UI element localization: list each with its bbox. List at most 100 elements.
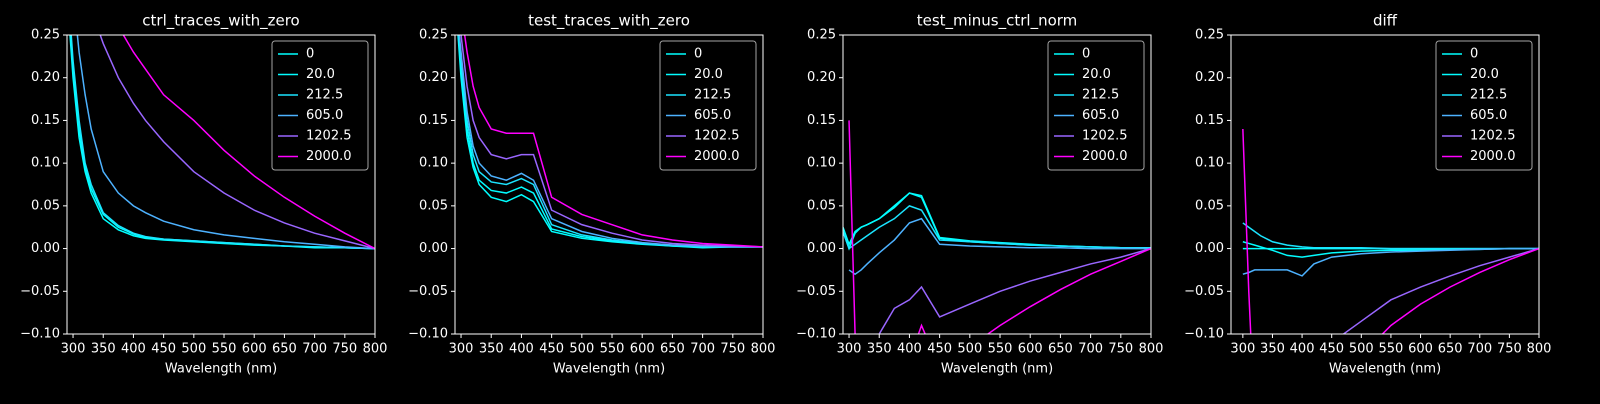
x-tick-label: 500 bbox=[181, 342, 206, 357]
subplot-title: ctrl_traces_with_zero bbox=[142, 12, 299, 31]
data-line bbox=[70, 35, 375, 250]
subplot: test_minus_ctrl_norm Wavelength (nm) 300 35… bbox=[796, 12, 1164, 377]
x-axis-label: Wavelength (nm) bbox=[165, 362, 277, 377]
x-tick-label: 700 bbox=[1467, 342, 1492, 357]
y-tick-label: −0.10 bbox=[1184, 327, 1224, 342]
x-tick-label: 350 bbox=[1260, 342, 1285, 357]
x-tick-label: 650 bbox=[1048, 342, 1073, 357]
data-line bbox=[1342, 247, 1539, 334]
x-tick-label: 550 bbox=[1379, 342, 1404, 357]
y-tick-label: 0.10 bbox=[1195, 156, 1224, 171]
x-tick-label: 350 bbox=[867, 342, 892, 357]
data-line bbox=[848, 120, 1151, 334]
x-tick-label: 450 bbox=[1319, 342, 1344, 357]
x-axis-label: Wavelength (nm) bbox=[941, 362, 1053, 377]
legend-label: 2000.0 bbox=[1470, 149, 1516, 164]
x-tick-label: 600 bbox=[242, 342, 267, 357]
x-tick-label: 700 bbox=[690, 342, 715, 357]
x-tick-label: 300 bbox=[61, 342, 86, 357]
y-tick-label: −0.10 bbox=[20, 327, 60, 342]
legend-box bbox=[1047, 40, 1145, 171]
y-tick-label: 0.20 bbox=[807, 70, 836, 85]
legend-label: 2000.0 bbox=[306, 149, 352, 164]
x-tick-label: 300 bbox=[1230, 342, 1255, 357]
x-tick-label: 400 bbox=[897, 342, 922, 357]
x-tick-label: 750 bbox=[1108, 342, 1133, 357]
subplot: ctrl_traces_with_zero Wavelength (nm) 300 3… bbox=[20, 12, 387, 377]
data-line bbox=[458, 35, 763, 248]
y-tick-label: 0.25 bbox=[419, 28, 448, 43]
y-tick-label: −0.10 bbox=[796, 327, 836, 342]
axes-frame bbox=[66, 34, 376, 335]
legend-label: 212.5 bbox=[1082, 88, 1119, 103]
legend-label: 0 bbox=[1470, 47, 1478, 62]
x-tick-label: 800 bbox=[1139, 342, 1164, 357]
x-tick-label: 600 bbox=[1408, 342, 1433, 357]
x-tick-label: 750 bbox=[720, 342, 745, 357]
axes-frame bbox=[1230, 34, 1540, 335]
legend: 0 20.0 212.5 605.0 1202.5 2000.0 bbox=[1435, 40, 1533, 171]
legend-label: 605.0 bbox=[1470, 108, 1507, 123]
y-tick-label: 0.10 bbox=[807, 156, 836, 171]
x-tick-label: 700 bbox=[302, 342, 327, 357]
legend-label: 20.0 bbox=[1470, 67, 1499, 82]
y-tick-label: 0.00 bbox=[419, 241, 448, 256]
x-tick-label: 600 bbox=[630, 342, 655, 357]
y-tick-label: 0.05 bbox=[419, 198, 448, 213]
x-tick-label: 750 bbox=[1497, 342, 1522, 357]
legend-label: 1202.5 bbox=[694, 129, 740, 144]
legend-label: 1202.5 bbox=[306, 129, 352, 144]
x-tick-label: 550 bbox=[212, 342, 237, 357]
x-tick-label: 500 bbox=[569, 342, 594, 357]
y-tick-label: 0.25 bbox=[31, 28, 60, 43]
data-line bbox=[848, 217, 1151, 276]
legend-label: 212.5 bbox=[694, 88, 731, 103]
subplot-title: test_minus_ctrl_norm bbox=[917, 12, 1078, 31]
x-axis-label: Wavelength (nm) bbox=[553, 362, 665, 377]
data-line bbox=[1242, 222, 1539, 250]
legend-label: 1202.5 bbox=[1470, 129, 1516, 144]
y-tick-label: 0.00 bbox=[807, 241, 836, 256]
data-line bbox=[122, 35, 375, 250]
x-tick-label: 750 bbox=[332, 342, 357, 357]
data-line bbox=[463, 35, 763, 248]
x-tick-label: 550 bbox=[988, 342, 1013, 357]
y-tick-label: 0.10 bbox=[31, 156, 60, 171]
subplot: test_traces_with_zero Wavelength (nm) 300 3… bbox=[408, 12, 775, 377]
y-tick-label: 0.25 bbox=[1195, 28, 1224, 43]
x-tick-label: 600 bbox=[1018, 342, 1043, 357]
y-tick-label: 0.05 bbox=[31, 198, 60, 213]
x-tick-label: 800 bbox=[1527, 342, 1552, 357]
x-tick-label: 500 bbox=[1349, 342, 1374, 357]
legend-label: 20.0 bbox=[1082, 67, 1111, 82]
legend-label: 0 bbox=[694, 47, 702, 62]
data-line bbox=[99, 35, 375, 250]
x-tick-label: 450 bbox=[539, 342, 564, 357]
legend-label: 605.0 bbox=[1082, 108, 1119, 123]
axes-frame bbox=[454, 34, 764, 335]
y-tick-label: 0.25 bbox=[807, 28, 836, 43]
y-tick-label: −0.05 bbox=[1184, 284, 1224, 299]
data-line bbox=[460, 35, 763, 248]
x-tick-label: 650 bbox=[660, 342, 685, 357]
data-line bbox=[843, 205, 1151, 250]
y-tick-label: 0.20 bbox=[419, 70, 448, 85]
x-tick-label: 650 bbox=[1438, 342, 1463, 357]
x-tick-label: 500 bbox=[957, 342, 982, 357]
legend-label: 605.0 bbox=[306, 108, 343, 123]
y-tick-label: −0.10 bbox=[408, 327, 448, 342]
legend-box bbox=[1435, 40, 1533, 171]
x-tick-label: 700 bbox=[1078, 342, 1103, 357]
legend-label: 212.5 bbox=[306, 88, 343, 103]
y-tick-label: 0.15 bbox=[807, 113, 836, 128]
y-tick-label: 0.05 bbox=[807, 198, 836, 213]
y-tick-label: −0.05 bbox=[408, 284, 448, 299]
x-tick-label: 350 bbox=[479, 342, 504, 357]
x-tick-label: 650 bbox=[272, 342, 297, 357]
legend: 0 20.0 212.5 605.0 1202.5 2000.0 bbox=[271, 40, 369, 171]
legend-label: 20.0 bbox=[306, 67, 335, 82]
x-tick-label: 450 bbox=[927, 342, 952, 357]
x-axis-label: Wavelength (nm) bbox=[1329, 362, 1441, 377]
axes-frame bbox=[842, 34, 1152, 335]
